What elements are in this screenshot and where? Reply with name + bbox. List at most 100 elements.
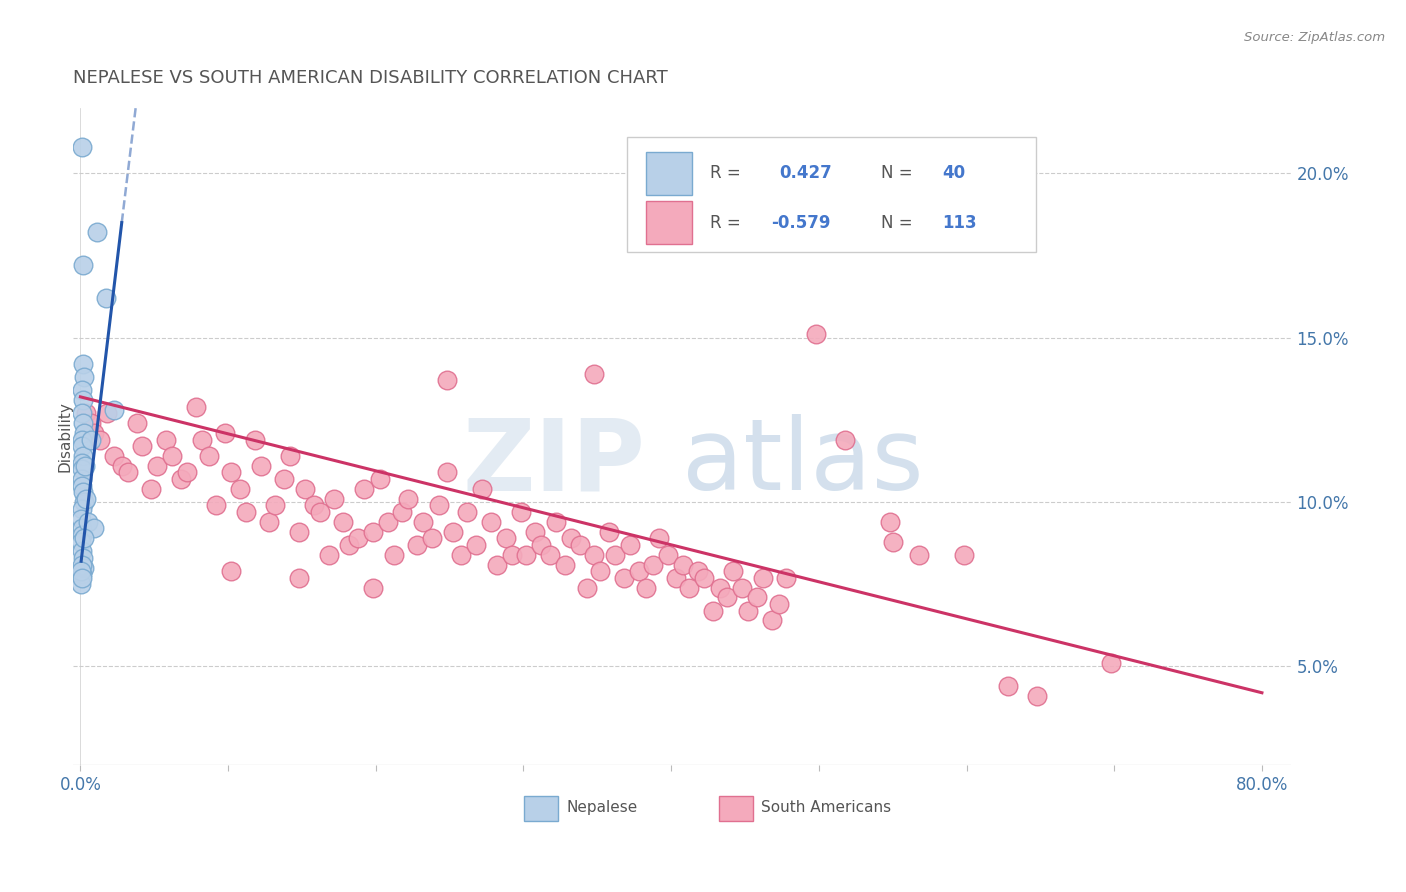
Point xyxy=(288,524,311,539)
Point xyxy=(568,538,591,552)
Point xyxy=(524,524,547,539)
Point xyxy=(184,400,207,414)
Point xyxy=(75,491,97,506)
Point xyxy=(72,485,94,500)
Point xyxy=(243,433,266,447)
Point xyxy=(361,581,384,595)
Point xyxy=(412,515,434,529)
Point xyxy=(229,482,252,496)
Bar xyxy=(524,796,558,821)
Point xyxy=(70,433,93,447)
Point xyxy=(72,561,94,575)
Point xyxy=(544,515,567,529)
Point xyxy=(83,425,105,440)
Point xyxy=(627,564,650,578)
Point xyxy=(804,327,827,342)
Text: ZIP: ZIP xyxy=(463,414,645,511)
Point xyxy=(441,524,464,539)
Bar xyxy=(645,152,692,194)
Point xyxy=(70,140,93,154)
Point xyxy=(96,406,118,420)
Point xyxy=(382,548,405,562)
Point xyxy=(908,548,931,562)
Text: -0.579: -0.579 xyxy=(770,213,831,232)
Point xyxy=(613,571,636,585)
Point xyxy=(879,515,901,529)
Point xyxy=(111,458,134,473)
Point xyxy=(72,551,94,566)
Point xyxy=(619,538,641,552)
Point xyxy=(436,373,458,387)
Point xyxy=(377,515,399,529)
Point xyxy=(775,571,797,585)
Point xyxy=(264,499,287,513)
Point xyxy=(70,384,93,398)
Point xyxy=(353,482,375,496)
Point xyxy=(318,548,340,562)
FancyBboxPatch shape xyxy=(627,137,1036,252)
Point xyxy=(249,458,271,473)
Point xyxy=(72,370,94,384)
Point xyxy=(575,581,598,595)
Point xyxy=(501,548,523,562)
Point xyxy=(70,571,93,585)
Point xyxy=(665,571,688,585)
Point xyxy=(515,548,537,562)
Point xyxy=(436,466,458,480)
Point xyxy=(709,581,731,595)
Point xyxy=(761,614,783,628)
Point xyxy=(603,548,626,562)
Text: N =: N = xyxy=(880,164,918,182)
Text: South Americans: South Americans xyxy=(762,800,891,815)
Point xyxy=(70,501,93,516)
Point xyxy=(117,466,139,480)
Point xyxy=(456,505,478,519)
Point xyxy=(471,482,494,496)
Point xyxy=(302,499,325,513)
Text: atlas: atlas xyxy=(682,414,924,511)
Point xyxy=(219,466,242,480)
Text: 40: 40 xyxy=(942,164,965,182)
Point xyxy=(70,406,93,420)
Point xyxy=(72,521,94,535)
Point xyxy=(834,433,856,447)
Point xyxy=(80,433,103,447)
Text: Nepalese: Nepalese xyxy=(567,800,638,815)
Point xyxy=(643,558,665,572)
Point xyxy=(583,548,606,562)
Point xyxy=(103,449,125,463)
Point xyxy=(70,564,93,578)
Point xyxy=(146,458,169,473)
Point xyxy=(686,564,709,578)
Point xyxy=(495,531,517,545)
Point xyxy=(692,571,714,585)
Point xyxy=(657,548,679,562)
Point xyxy=(273,472,295,486)
Point xyxy=(73,458,96,473)
Point xyxy=(396,491,419,506)
Point xyxy=(83,521,105,535)
Point xyxy=(672,558,695,572)
Point xyxy=(72,393,94,408)
Text: Source: ZipAtlas.com: Source: ZipAtlas.com xyxy=(1244,31,1385,45)
Point xyxy=(70,472,93,486)
Point xyxy=(72,495,94,509)
Point xyxy=(634,581,657,595)
Point xyxy=(94,291,117,305)
Point xyxy=(479,515,502,529)
Point xyxy=(731,581,754,595)
Point xyxy=(1099,656,1122,670)
Point xyxy=(583,367,606,381)
Point xyxy=(219,564,242,578)
Point xyxy=(509,505,531,519)
Point xyxy=(103,403,125,417)
Point xyxy=(198,449,221,463)
Point xyxy=(450,548,472,562)
Point xyxy=(72,258,94,272)
Text: 113: 113 xyxy=(942,213,976,232)
Point xyxy=(294,482,316,496)
Point xyxy=(205,499,228,513)
Point xyxy=(751,571,773,585)
Point xyxy=(420,531,443,545)
Point xyxy=(278,449,301,463)
